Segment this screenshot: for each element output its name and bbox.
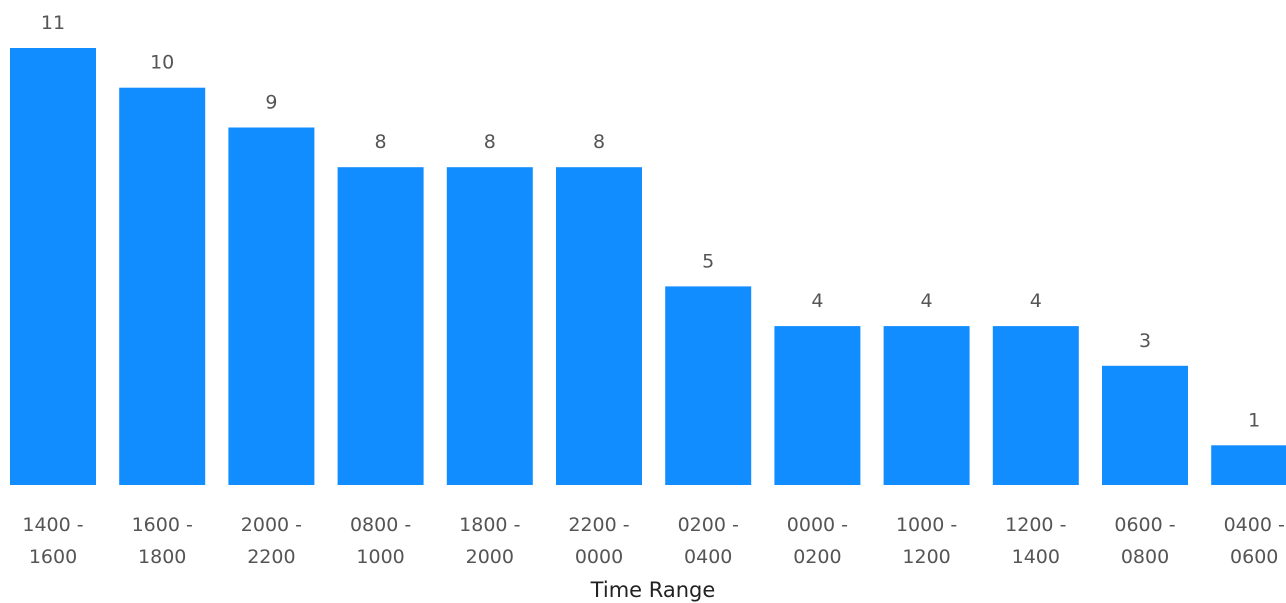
x-tick-label-12: 0400 - 0600 xyxy=(1224,514,1285,568)
x-tick-label-line: 2200 xyxy=(247,546,295,568)
x-tick-label-line: 0800 xyxy=(1121,546,1169,568)
x-tick-label-line: 1600 - xyxy=(132,514,193,536)
x-tick-label-2: 1600 - 1800 xyxy=(132,514,193,568)
x-tick-label-line: 1200 - xyxy=(1005,514,1066,536)
bar-3[interactable] xyxy=(228,127,315,486)
x-tick-label-line: 0400 xyxy=(684,546,732,568)
x-tick-label-7: 0200 - 0400 xyxy=(678,514,739,568)
data-label-4: 8 xyxy=(375,131,387,153)
x-tick-label-line: 2000 - xyxy=(241,514,302,536)
x-tick-label-line: 1400 - xyxy=(22,514,83,536)
x-tick-label-3: 2000 - 2200 xyxy=(241,514,302,568)
bar-9[interactable] xyxy=(883,326,970,485)
data-label-2: 10 xyxy=(150,52,174,74)
x-tick-label-line: 1800 xyxy=(138,546,186,568)
bar-4[interactable] xyxy=(337,167,424,485)
x-tick-label-1: 1400 - 1600 xyxy=(22,514,83,568)
x-tick-label-line: 1800 - xyxy=(459,514,520,536)
x-tick-label-line: 1400 xyxy=(1012,546,1060,568)
data-label-10: 4 xyxy=(1030,290,1042,312)
x-tick-label-4: 0800 - 1000 xyxy=(350,514,411,568)
data-label-12: 1 xyxy=(1248,409,1260,431)
data-label-5: 8 xyxy=(484,131,496,153)
x-tick-label-line: 1200 xyxy=(902,546,950,568)
bar-10[interactable] xyxy=(992,326,1079,485)
data-label-7: 5 xyxy=(702,250,714,272)
bar-6[interactable] xyxy=(556,167,642,485)
x-tick-label-line: 1000 xyxy=(356,546,404,568)
x-tick-label-line: 0800 - xyxy=(350,514,411,536)
data-label-6: 8 xyxy=(593,131,605,153)
data-label-3: 9 xyxy=(265,92,277,114)
x-tick-label-line: 2200 - xyxy=(568,514,629,536)
bar-5[interactable] xyxy=(446,167,533,485)
x-tick-label-line: 0200 - xyxy=(678,514,739,536)
x-axis-title: Time Range xyxy=(590,578,716,602)
x-tick-label-line: 0400 - xyxy=(1224,514,1285,536)
x-tick-label-line: 1000 - xyxy=(896,514,957,536)
x-tick-label-line: 0000 - xyxy=(787,514,848,536)
x-tick-label-6: 2200 - 0000 xyxy=(568,514,629,568)
x-tick-label-5: 1800 - 2000 xyxy=(459,514,520,568)
bar-2[interactable] xyxy=(119,87,206,485)
bar-8[interactable] xyxy=(774,326,861,485)
data-label-9: 4 xyxy=(921,290,933,312)
bar-12[interactable] xyxy=(1211,445,1286,485)
x-tick-label-9: 1000 - 1200 xyxy=(896,514,957,568)
bar-1[interactable] xyxy=(10,48,96,485)
x-tick-label-line: 0600 xyxy=(1230,546,1278,568)
data-label-1: 11 xyxy=(41,12,65,34)
data-label-11: 3 xyxy=(1139,330,1151,352)
bars-group xyxy=(10,48,1286,485)
x-tick-label-line: 2000 xyxy=(466,546,514,568)
bar-11[interactable] xyxy=(1102,365,1188,485)
x-tick-labels-group: 1400 - 1600 1600 - 1800 2000 - 2200 0800 - 1000… xyxy=(22,514,1284,568)
x-tick-label-8: 0000 - 0200 xyxy=(787,514,848,568)
data-labels-group: 11 10 9 8 8 8 5 4 4 4 3 1 xyxy=(41,12,1260,431)
x-tick-label-11: 0600 - 0800 xyxy=(1114,514,1175,568)
x-tick-label-10: 1200 - 1400 xyxy=(1005,514,1066,568)
x-tick-label-line: 0000 xyxy=(575,546,623,568)
x-tick-label-line: 0600 - xyxy=(1114,514,1175,536)
bar-7[interactable] xyxy=(665,286,752,485)
x-tick-label-line: 1600 xyxy=(29,546,77,568)
x-tick-label-line: 0200 xyxy=(793,546,841,568)
data-label-8: 4 xyxy=(811,290,823,312)
